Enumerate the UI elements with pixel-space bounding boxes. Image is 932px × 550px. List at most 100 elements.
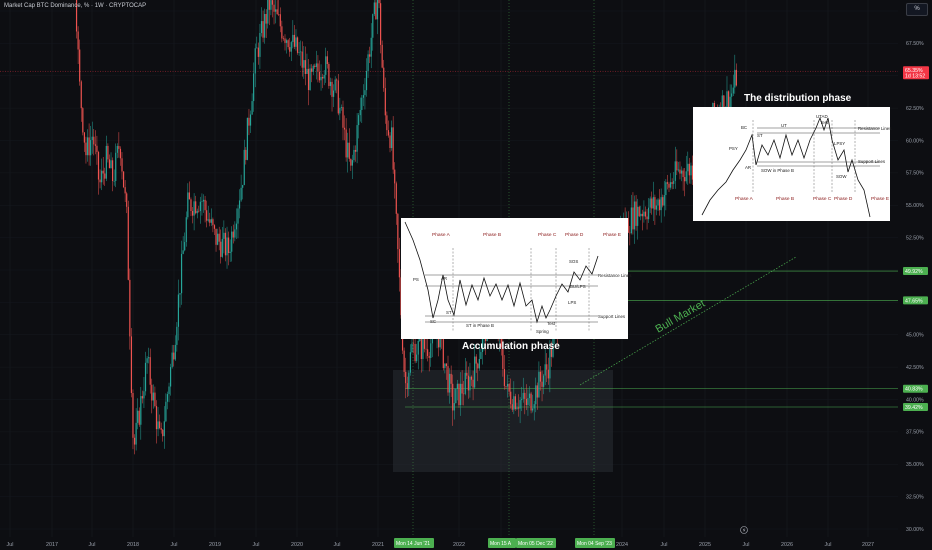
candle <box>234 229 236 238</box>
candle <box>199 201 201 212</box>
candle <box>193 201 195 216</box>
x-tick-label: 2017 <box>46 542 58 548</box>
candle <box>182 250 184 254</box>
candle <box>168 386 170 395</box>
svg-text:Phase C: Phase C <box>813 196 832 202</box>
candle <box>307 68 310 91</box>
candle <box>188 192 191 200</box>
candle <box>232 231 234 238</box>
candle <box>336 79 338 81</box>
x-tick-label: Jul <box>334 542 341 548</box>
candle <box>301 51 303 68</box>
candle <box>448 373 451 393</box>
candle <box>82 108 84 133</box>
svg-text:Resistance Lines: Resistance Lines <box>598 273 632 278</box>
x-tick-label: 2020 <box>291 542 303 548</box>
y-tick-label: 62.50% <box>906 106 924 112</box>
candle <box>296 37 299 53</box>
candle <box>293 34 296 47</box>
candle <box>179 293 181 295</box>
candle <box>684 177 686 182</box>
svg-text:BU/LPS: BU/LPS <box>570 284 586 289</box>
candle <box>522 392 524 399</box>
svg-text:Phase E: Phase E <box>603 232 621 238</box>
svg-text:Resistance Lines: Resistance Lines <box>858 126 892 131</box>
x-tick-label: Jul <box>89 542 96 548</box>
candle <box>663 195 665 206</box>
candle <box>141 396 143 399</box>
candle <box>116 146 118 153</box>
price-level-tag-label: 47.65% <box>905 298 923 304</box>
candle <box>309 68 311 91</box>
candle <box>403 350 405 372</box>
lightning-icon[interactable] <box>740 526 748 534</box>
x-tick-label: 2021 <box>372 542 384 548</box>
svg-text:Phase A: Phase A <box>735 196 754 202</box>
candle <box>93 136 95 145</box>
x-tick-label: 2027 <box>862 542 874 548</box>
candle <box>148 357 150 359</box>
candle <box>405 371 407 384</box>
candle <box>394 169 396 184</box>
candle <box>373 2 375 15</box>
svg-text:SOW: SOW <box>836 174 847 179</box>
candle <box>138 410 140 425</box>
candle <box>260 21 263 34</box>
candle <box>513 396 515 410</box>
candle <box>115 152 117 181</box>
candle <box>329 81 332 86</box>
candle <box>375 2 377 20</box>
svg-text:Support Lines: Support Lines <box>598 314 626 319</box>
candle <box>525 398 527 405</box>
svg-text:Spring: Spring <box>536 329 549 334</box>
candle <box>629 232 631 234</box>
candle <box>442 334 444 369</box>
candle <box>206 210 208 221</box>
candle <box>213 225 216 229</box>
candle <box>527 398 529 405</box>
time-scale[interactable] <box>0 537 932 550</box>
svg-text:LPSY: LPSY <box>834 141 845 146</box>
candle <box>652 197 654 209</box>
candle <box>657 199 659 206</box>
candle <box>132 392 134 438</box>
candle <box>370 37 372 57</box>
candle <box>651 198 653 209</box>
candle <box>549 348 551 379</box>
candle <box>648 207 650 220</box>
candle <box>315 63 317 67</box>
candle <box>386 115 388 131</box>
candle <box>345 129 347 158</box>
candle <box>627 218 629 233</box>
date-marker-tag <box>575 538 615 548</box>
svg-text:SOS: SOS <box>569 259 578 264</box>
candle <box>383 67 385 89</box>
candle <box>727 91 730 111</box>
candle <box>311 68 313 72</box>
candle <box>273 4 275 12</box>
candle <box>282 38 285 40</box>
candle <box>397 213 399 250</box>
candle <box>184 242 186 251</box>
candle <box>679 169 681 174</box>
candle <box>649 198 651 208</box>
candle <box>279 14 281 27</box>
price-level-tag <box>903 403 928 412</box>
candle <box>77 31 79 50</box>
candle <box>281 26 283 39</box>
y-tick-label: 32.50% <box>906 494 924 500</box>
candle <box>643 211 645 217</box>
candle <box>416 354 418 362</box>
candle <box>420 336 422 360</box>
y-tick-label: 30.00% <box>906 527 924 533</box>
candle <box>154 392 156 407</box>
candle <box>253 73 255 102</box>
candle <box>165 401 167 422</box>
date-marker-tag <box>488 538 516 548</box>
x-tick-label: Jul <box>743 542 750 548</box>
percent-scale-button[interactable]: % <box>906 3 928 16</box>
price-level-tag <box>903 267 928 276</box>
candle <box>265 13 267 24</box>
candle <box>334 79 336 91</box>
